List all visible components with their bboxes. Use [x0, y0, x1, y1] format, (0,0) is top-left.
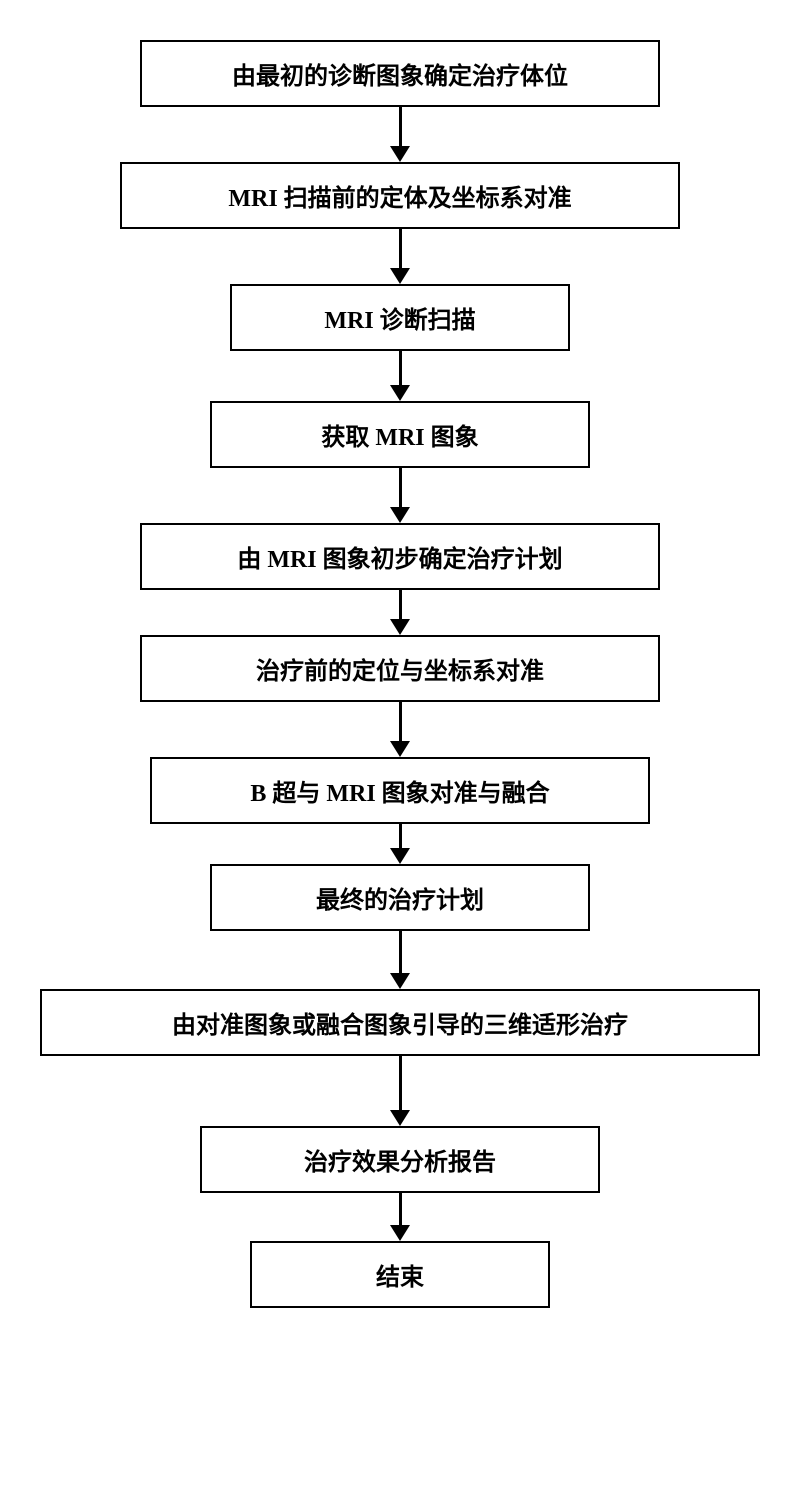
flowchart-node-3: 获取 MRI 图象 [210, 401, 590, 468]
flowchart-node-8: 由对准图象或融合图象引导的三维适形治疗 [40, 989, 760, 1056]
flowchart-node-6: B 超与 MRI 图象对准与融合 [150, 757, 650, 824]
flowchart-arrow-6 [390, 824, 410, 864]
flowchart-arrow-7 [390, 931, 410, 989]
flowchart-arrow-1 [390, 229, 410, 284]
flowchart-node-1: MRI 扫描前的定体及坐标系对准 [120, 162, 680, 229]
flowchart-arrow-0 [390, 107, 410, 162]
flowchart-arrow-8 [390, 1056, 410, 1126]
flowchart-node-9: 治疗效果分析报告 [200, 1126, 600, 1193]
flowchart-arrow-2 [390, 351, 410, 401]
flowchart-node-4: 由 MRI 图象初步确定治疗计划 [140, 523, 660, 590]
flowchart-arrow-5 [390, 702, 410, 757]
flowchart-arrow-3 [390, 468, 410, 523]
flowchart-node-2: MRI 诊断扫描 [230, 284, 570, 351]
flowchart-arrow-9 [390, 1193, 410, 1241]
flowchart-container: 由最初的诊断图象确定治疗体位 MRI 扫描前的定体及坐标系对准 MRI 诊断扫描获取… [40, 40, 760, 1308]
flowchart-arrow-4 [390, 590, 410, 635]
flowchart-node-0: 由最初的诊断图象确定治疗体位 [140, 40, 660, 107]
flowchart-node-7: 最终的治疗计划 [210, 864, 590, 931]
flowchart-node-5: 治疗前的定位与坐标系对准 [140, 635, 660, 702]
flowchart-node-10: 结束 [250, 1241, 550, 1308]
